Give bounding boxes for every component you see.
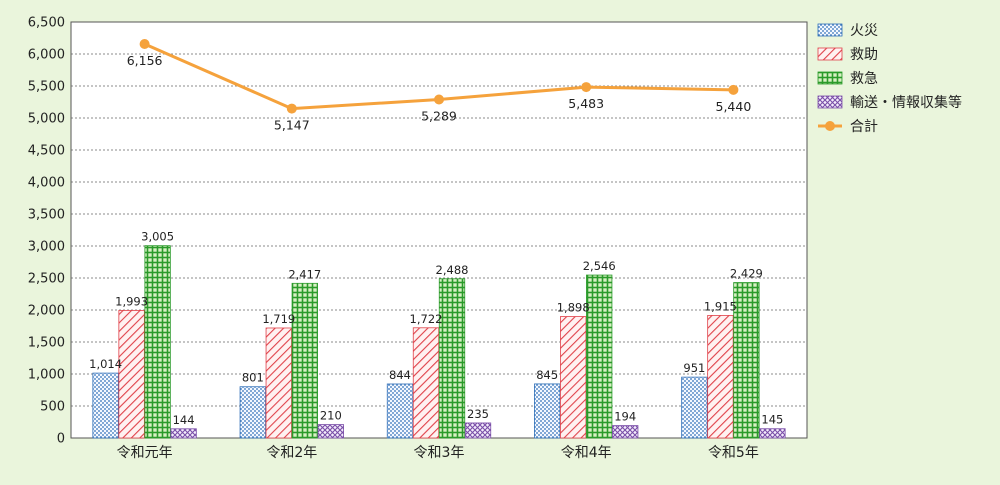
bar-value-label: 144 [173, 413, 195, 427]
x-category-label: 令和2年 [266, 445, 317, 461]
legend-label: 合計 [850, 119, 878, 135]
bar-value-label: 2,546 [583, 259, 616, 273]
bar-value-label: 3,005 [141, 230, 174, 244]
total-value-label: 6,156 [127, 53, 163, 68]
total-point [434, 94, 444, 105]
total-point [286, 103, 297, 114]
y-tick-label: 4,500 [28, 144, 65, 159]
bar [386, 383, 414, 439]
bar [534, 383, 561, 439]
total-value-label: 5,440 [716, 99, 752, 114]
y-tick-label: 3,500 [28, 208, 65, 223]
bar [759, 428, 786, 439]
y-tick-label: 3,000 [28, 240, 65, 255]
y-tick-label: 6,500 [28, 16, 65, 31]
total-value-label: 5,147 [274, 118, 310, 133]
legend-swatch [817, 71, 843, 85]
total-point [728, 84, 739, 95]
legend-swatch [817, 23, 843, 37]
bar [733, 282, 760, 439]
total-value-label: 5,483 [568, 96, 604, 111]
bar [560, 316, 587, 439]
legend-label: 救助 [850, 47, 878, 63]
bar-value-label: 1,915 [704, 299, 737, 313]
legend-swatch [817, 47, 843, 61]
bar-value-label: 1,898 [557, 301, 590, 315]
legend-label: 輸送・情報収集等 [850, 94, 962, 111]
bar-value-label: 2,488 [436, 263, 469, 277]
bar-value-label: 145 [761, 413, 783, 427]
legend-label: 火災 [850, 23, 878, 39]
bar [92, 372, 119, 439]
y-tick-label: 4,000 [28, 176, 65, 191]
total-value-label: 5,289 [421, 109, 457, 124]
bar-value-label: 210 [320, 409, 342, 423]
bar-value-label: 1,993 [115, 294, 148, 308]
bar [170, 428, 197, 439]
bar [144, 245, 171, 439]
bar-value-label: 845 [536, 368, 558, 382]
bar-value-label: 235 [467, 407, 489, 421]
bar-value-label: 801 [242, 371, 264, 385]
bar [681, 376, 708, 439]
x-category-label: 令和元年 [117, 445, 173, 461]
x-category-label: 令和3年 [414, 445, 465, 461]
bar [464, 422, 492, 439]
bar [317, 424, 344, 439]
bar [707, 315, 734, 439]
bar [118, 310, 145, 439]
total-point [139, 39, 150, 50]
bar [612, 425, 639, 439]
total-line [139, 39, 739, 114]
data-labels: 1,014 1,993 3,005 144 801 1,719 2,417 210 844 1,7… [89, 53, 783, 427]
y-tick-label: 500 [40, 400, 65, 415]
bar [412, 327, 440, 439]
bar-value-label: 951 [683, 361, 705, 375]
legend-line-marker [825, 121, 835, 131]
bar-value-label: 1,719 [262, 312, 295, 326]
bar [265, 327, 292, 439]
x-category-label: 令和4年 [561, 445, 612, 461]
y-tick-label: 5,500 [28, 80, 65, 95]
y-tick-label: 6,000 [28, 48, 65, 63]
y-tick-label: 5,000 [28, 112, 65, 127]
y-tick-label: 2,000 [28, 304, 65, 319]
bar [438, 278, 466, 439]
bar-value-label: 194 [614, 410, 636, 424]
y-tick-label: 1,500 [28, 336, 65, 351]
bar-value-label: 844 [389, 368, 411, 382]
bar [239, 386, 266, 439]
legend-label: 救急 [850, 71, 878, 87]
bar-value-label: 1,722 [410, 312, 443, 326]
y-tick-label: 1,000 [28, 368, 65, 383]
bar [291, 282, 318, 439]
y-tick-label: 2,500 [28, 272, 65, 287]
bar-value-label: 2,429 [730, 267, 763, 281]
bars [92, 245, 786, 439]
x-category-label: 令和5年 [708, 445, 759, 461]
y-axis: 0 500 1,000 1,500 2,000 2,500 3,000 3,500 4,000 4… [28, 16, 65, 447]
total-point [581, 82, 592, 93]
bar-value-label: 2,417 [288, 267, 321, 281]
bar [586, 274, 613, 439]
x-axis: 令和元年 令和2年 令和3年 令和4年 令和5年 [117, 445, 759, 461]
y-tick-label: 0 [57, 432, 65, 447]
legend-swatch [817, 95, 843, 109]
bar-value-label: 1,014 [89, 357, 122, 371]
